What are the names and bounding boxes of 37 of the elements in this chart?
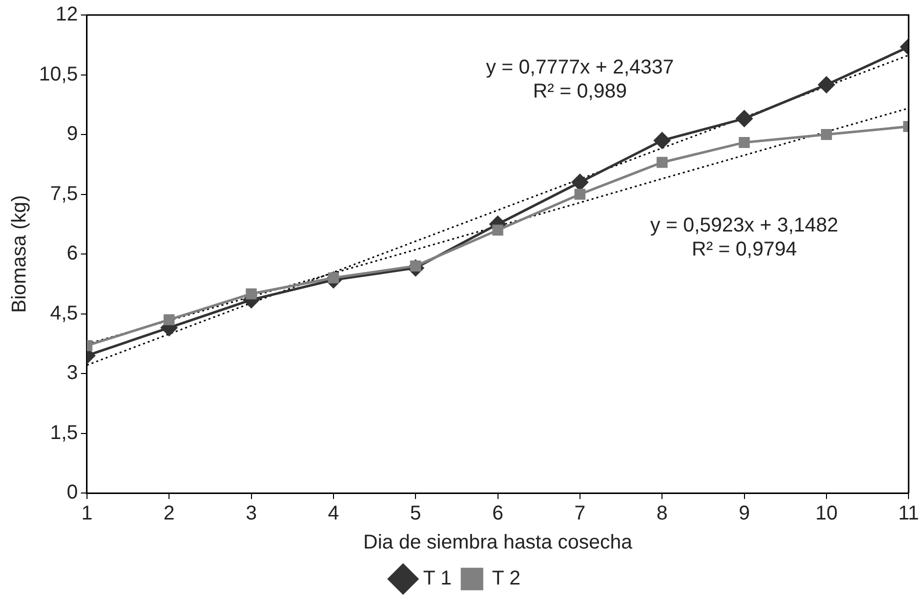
x-tick-label: 6 — [492, 502, 504, 525]
y-tick-label: 9 — [66, 123, 78, 146]
legend-label: T 1 — [423, 568, 452, 590]
y-tick-label: 7,5 — [50, 182, 78, 205]
point — [654, 132, 670, 149]
x-tick-label: 7 — [574, 502, 586, 525]
y-tick-label: 0 — [66, 482, 78, 504]
point — [738, 136, 750, 148]
point — [820, 129, 832, 140]
x-tick-label: 8 — [656, 502, 668, 525]
legend-label: T 2 — [492, 568, 521, 590]
point — [736, 110, 753, 127]
point — [164, 314, 175, 326]
point — [574, 188, 586, 200]
y-tick-label: 12 — [56, 4, 78, 26]
y-tick-label: 4,5 — [50, 302, 78, 324]
x-tick-label: 2 — [164, 502, 175, 525]
point — [492, 224, 504, 236]
x-axis-title: Dia de siembra hasta cosecha — [363, 532, 634, 554]
y-tick-label: 1,5 — [50, 422, 78, 444]
y-tick-label: 6 — [66, 242, 78, 265]
x-tick-label: 4 — [328, 502, 339, 525]
point — [572, 174, 588, 191]
x-tick-label: 9 — [738, 502, 750, 525]
y-axis-title: Biomasa (kg) — [8, 195, 31, 313]
x-tick-label: 3 — [246, 502, 257, 525]
x-tick-label: 5 — [410, 502, 422, 525]
point — [656, 156, 668, 168]
x-tick-label: 10 — [815, 502, 838, 525]
annotation: y = 0,7777x + 2,4337 R² = 0,989 — [486, 56, 674, 103]
point — [246, 288, 257, 300]
x-tick-label: 1 — [81, 502, 92, 525]
x-tick-label: 11 — [898, 502, 919, 525]
annotation: y = 0,5923x + 3,1482 R² = 0,9794 — [650, 214, 838, 260]
y-tick-label: 10,5 — [38, 63, 78, 86]
y-tick-label: 3 — [66, 362, 78, 384]
point — [818, 76, 835, 93]
